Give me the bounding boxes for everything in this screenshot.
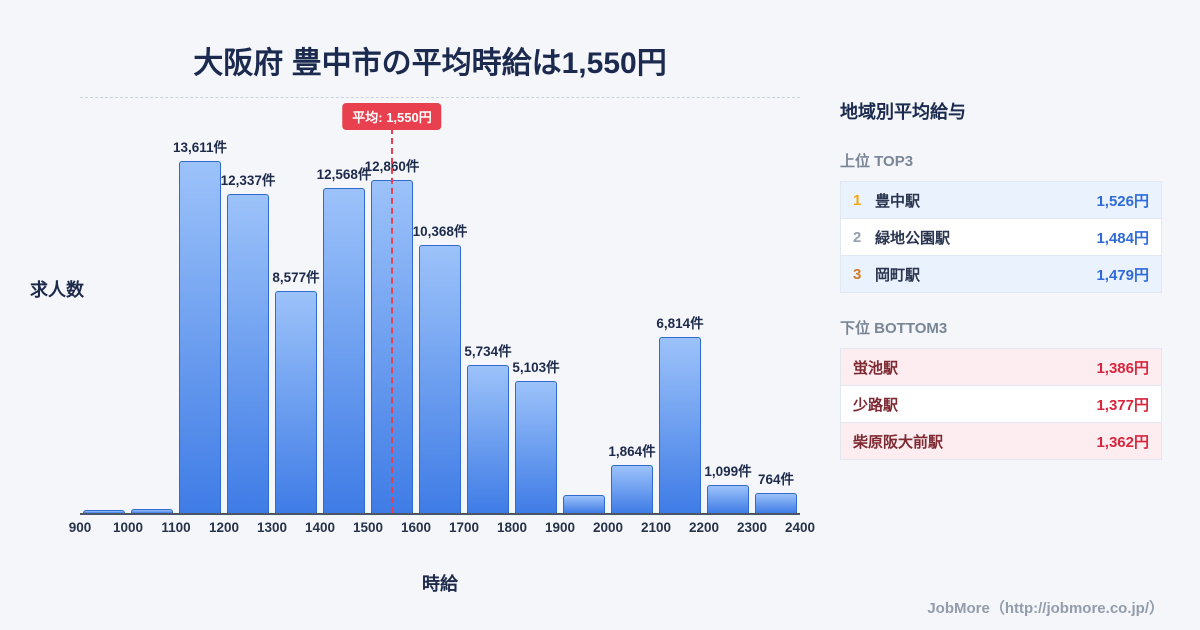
x-tick-1100: 1100 <box>161 520 191 535</box>
bar-label: 13,611件 <box>172 140 228 155</box>
station-wage-value: 1,484円 <box>1096 229 1149 247</box>
average-line <box>391 128 393 513</box>
bar-1700 <box>467 365 509 513</box>
y-axis-label: 求人数 <box>30 280 84 300</box>
bar-label: 12,337件 <box>220 173 276 188</box>
bar-1600 <box>419 245 461 513</box>
station-wage-value: 1,386円 <box>1096 359 1149 377</box>
bottom3-section-label: 下位 BOTTOM3 <box>840 320 948 337</box>
bar-label: 10,368件 <box>412 224 468 239</box>
bar-label: 764件 <box>757 472 795 487</box>
rank-number: 3 <box>853 265 862 283</box>
x-tick-2100: 2100 <box>640 520 672 535</box>
x-tick-1900: 1900 <box>544 520 576 535</box>
bar-1300 <box>275 291 317 513</box>
x-tick-2200: 2200 <box>688 520 720 535</box>
bar-2100 <box>659 337 701 513</box>
histogram-plot: 13,611件 12,337件 8,577件 12,568件 12,860件 10,368… <box>80 97 800 515</box>
bar-label: 1,099件 <box>704 464 752 479</box>
station-row: 少路駅 1,377円 <box>841 386 1161 423</box>
station-row: 蛍池駅 1,386円 <box>841 349 1161 386</box>
x-tick-2400: 2400 <box>784 520 816 535</box>
bar-label: 5,734件 <box>464 344 512 359</box>
x-tick-900: 900 <box>68 520 92 535</box>
bar-1900 <box>563 495 605 513</box>
bar-label: 1,864件 <box>608 444 656 459</box>
x-tick-1200: 1200 <box>208 520 240 535</box>
station-name: 少路駅 <box>853 396 899 414</box>
station-name: 緑地公園駅 <box>875 229 951 247</box>
x-tick-1300: 1300 <box>256 520 288 535</box>
bar-1800 <box>515 381 557 513</box>
bar-2300 <box>755 493 797 513</box>
top3-table: 1 豊中駅 1,526円 2 緑地公園駅 1,484円 3 岡町駅 1,479円 <box>840 181 1162 293</box>
station-row: 柴原阪大前駅 1,362円 <box>841 423 1161 460</box>
station-wage-value: 1,377円 <box>1096 396 1149 414</box>
bar-2000 <box>611 465 653 513</box>
station-name: 柴原阪大前駅 <box>853 433 944 451</box>
sidebar-heading: 地域別平均給与 <box>840 102 966 122</box>
page-title: 大阪府 豊中市の平均時給は1,550円 <box>193 47 667 80</box>
station-name: 岡町駅 <box>875 266 921 284</box>
station-wage-value: 1,526円 <box>1096 192 1149 210</box>
x-axis-ticks: 900 1000 1100 1200 1300 1400 1500 1600 1700 1800 1… <box>69 520 815 540</box>
rank-number: 2 <box>853 228 862 246</box>
bar-label: 5,103件 <box>512 360 560 375</box>
rank-number: 1 <box>853 191 862 209</box>
bar-1100 <box>179 161 221 513</box>
credit-footer: JobMore（http://jobmore.co.jp/） <box>927 600 1164 617</box>
x-tick-1700: 1700 <box>448 520 480 535</box>
bar-1200 <box>227 194 269 513</box>
station-row: 3 岡町駅 1,479円 <box>841 256 1161 293</box>
bar-label: 6,814件 <box>656 316 704 331</box>
bar-label: 8,577件 <box>272 270 320 285</box>
x-axis-label: 時給 <box>422 574 458 594</box>
x-tick-2300: 2300 <box>736 520 768 535</box>
bar-2200 <box>707 485 749 513</box>
bar-label: 12,568件 <box>316 167 372 182</box>
station-name: 豊中駅 <box>875 192 921 210</box>
station-name: 蛍池駅 <box>853 359 899 377</box>
x-tick-1400: 1400 <box>304 520 336 535</box>
region-salary-sidebar: 地域別平均給与 上位 TOP3 1 豊中駅 1,526円 2 緑地公園駅 1,484円 3 岡… <box>840 98 1162 484</box>
bottom3-table: 蛍池駅 1,386円少路駅 1,377円柴原阪大前駅 1,362円 <box>840 348 1162 460</box>
station-wage-value: 1,479円 <box>1096 266 1149 284</box>
station-wage-value: 1,362円 <box>1096 433 1149 451</box>
station-row: 2 緑地公園駅 1,484円 <box>841 219 1161 256</box>
bar-1000 <box>131 509 173 513</box>
top3-section-label: 上位 TOP3 <box>840 153 914 170</box>
average-badge: 平均: 1,550円 <box>342 103 442 130</box>
x-tick-1000: 1000 <box>112 520 144 535</box>
bar-1400 <box>323 188 365 513</box>
station-row: 1 豊中駅 1,526円 <box>841 182 1161 219</box>
x-tick-1500: 1500 <box>352 520 384 535</box>
x-tick-2000: 2000 <box>592 520 624 535</box>
x-tick-1600: 1600 <box>400 520 432 535</box>
bar-900 <box>83 510 125 513</box>
x-tick-1800: 1800 <box>496 520 528 535</box>
